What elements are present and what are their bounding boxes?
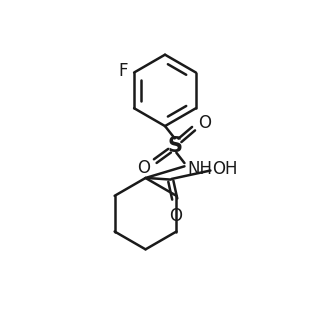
Text: F: F	[119, 62, 128, 80]
Text: NH: NH	[187, 160, 212, 178]
Text: S: S	[167, 136, 182, 155]
Text: O: O	[137, 159, 150, 177]
Text: O: O	[198, 114, 211, 132]
Text: O: O	[169, 207, 182, 224]
Text: OH: OH	[212, 160, 238, 178]
